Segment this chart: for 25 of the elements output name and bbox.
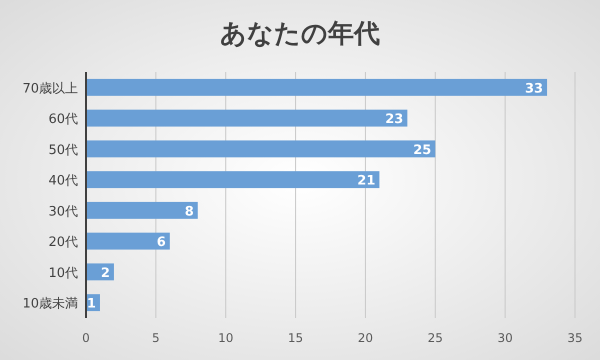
y-tick-label: 70歳以上: [22, 81, 78, 96]
data-label: 21: [357, 174, 376, 189]
chart-title: あなたの年代: [220, 19, 380, 49]
x-tick-label: 35: [567, 331, 583, 345]
data-label: 6: [156, 235, 166, 250]
y-tick-label: 20代: [48, 235, 78, 250]
data-label: 8: [184, 204, 194, 220]
y-tick-label: 50代: [48, 142, 78, 158]
data-label: 33: [524, 81, 544, 96]
data-label: 25: [413, 142, 432, 158]
y-tick-label: 10歳未満: [22, 296, 78, 312]
y-tick-label: 10代: [48, 266, 78, 281]
x-tick-label: 0: [82, 331, 90, 345]
data-label: 2: [100, 266, 110, 281]
x-tick-label: 20: [358, 331, 374, 345]
y-tick-label: 60代: [48, 112, 78, 128]
y-tick-label: 40代: [48, 174, 78, 189]
x-tick-label: 30: [498, 331, 513, 345]
x-tick-label: 5: [152, 331, 160, 345]
data-label: 23: [385, 112, 404, 128]
y-tick-label: 30代: [48, 204, 78, 220]
data-label: 1: [86, 296, 96, 312]
x-tick-label: 25: [428, 331, 443, 345]
x-tick-label: 15: [288, 331, 304, 345]
x-tick-label: 10: [218, 331, 234, 345]
